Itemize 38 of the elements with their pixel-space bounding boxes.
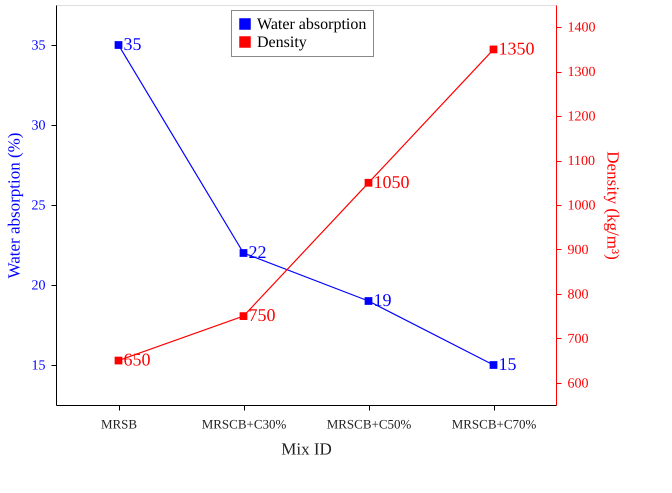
point	[240, 249, 248, 257]
data-label: 15	[498, 354, 516, 374]
y2-tick-label: 1000	[568, 198, 596, 214]
y-tick-label: 20	[32, 278, 46, 294]
y-axis-title: Water absorption (%)	[4, 132, 24, 278]
point	[114, 356, 122, 364]
y2-tick-label: 1100	[568, 154, 595, 170]
y2-tick-label: 1200	[568, 110, 596, 125]
y2-tick-label: 700	[568, 332, 588, 347]
legend-label: Water absorption	[257, 16, 366, 33]
y2-tick-label: 1400	[568, 20, 596, 36]
point	[240, 312, 248, 320]
x-tick-label: MRSCB+C50%	[326, 416, 412, 432]
point	[490, 46, 498, 54]
y2-tick-label: 800	[568, 287, 588, 302]
x-tick-label: MRSCB+C30%	[202, 416, 286, 432]
data-label: 1350	[498, 38, 534, 58]
legend-label: Density	[257, 34, 307, 51]
point	[114, 41, 122, 49]
data-label: 650	[124, 350, 150, 370]
y-tick-label: 30	[32, 118, 46, 134]
y-tick-label: 15	[32, 358, 46, 374]
data-label: 19	[374, 290, 392, 310]
data-label: 1050	[374, 172, 410, 192]
y2-tick-label: 600	[568, 376, 588, 392]
x-tick-label: MRSB	[100, 416, 138, 432]
y2-tick-label: 1300	[568, 65, 596, 80]
y-tick-label: 35	[32, 38, 46, 54]
point	[364, 297, 372, 305]
x-tick-label: MRSCB+C70%	[452, 416, 536, 432]
point	[364, 178, 372, 187]
data-label: 35	[124, 34, 142, 54]
data-label: 750	[248, 305, 276, 326]
point	[490, 361, 498, 369]
y-tick-label: 25	[32, 198, 46, 214]
y2-tick-label: 900	[568, 242, 588, 258]
y2-axis-title: Density (kg/m³)	[604, 151, 622, 260]
x-axis-title: Mix ID	[281, 440, 332, 458]
